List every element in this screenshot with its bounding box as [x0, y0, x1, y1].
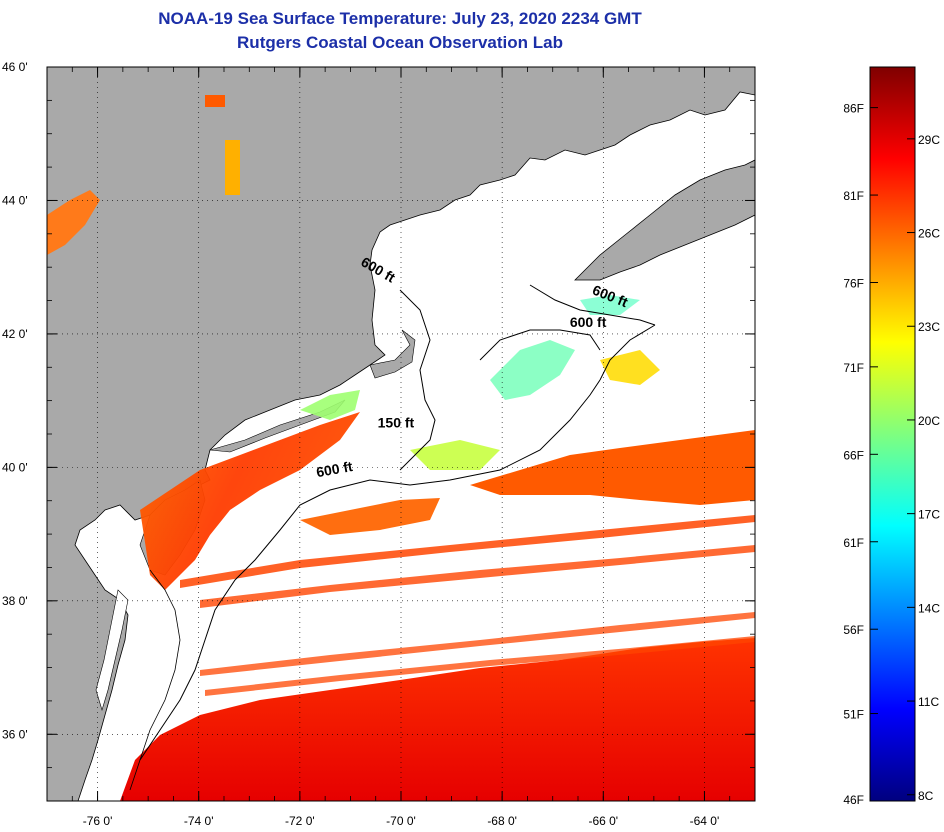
map-title: NOAA-19 Sea Surface Temperature: July 23… [158, 9, 642, 28]
warm-streak [200, 612, 755, 676]
colorbar-celsius-labels: 29C 26C 23C 20C 17C 14C 11C 8C [907, 133, 940, 803]
colorbar-f-label: 71F [843, 361, 864, 375]
coastline [129, 569, 181, 791]
lon-tick-label: -76 0' [83, 814, 113, 828]
graticule [47, 67, 755, 801]
colorbar-f-label: 76F [843, 277, 864, 291]
warm-streak [205, 636, 755, 696]
contour-label: 600 ft [315, 458, 354, 480]
colorbar-c-label: 20C [918, 414, 940, 428]
colorbar-c-label: 17C [918, 508, 940, 522]
cool-patch [300, 390, 360, 420]
lat-tick-label: 36 0' [2, 727, 28, 741]
colorbar-f-label: 66F [843, 448, 864, 462]
cool-patch [410, 440, 500, 470]
map-subtitle: Rutgers Coastal Ocean Observation Lab [237, 33, 563, 52]
colorbar-c-label: 11C [918, 695, 939, 709]
bathymetry-contour [479, 329, 601, 361]
chesapeake-bay [95, 589, 129, 712]
colorbar-gradient [869, 66, 916, 802]
warm-streak [180, 515, 755, 588]
lake-ontario-sst [47, 190, 100, 255]
colorbar-f-label: 51F [843, 708, 864, 722]
colorbar-c-label: 8C [918, 789, 934, 803]
bathymetry-contour [399, 289, 436, 471]
colorbar-c-label: 14C [918, 601, 940, 615]
lon-tick-label: -68 0' [487, 814, 517, 828]
slope-warm-patch [300, 498, 440, 535]
lat-tick-label: 40 0' [2, 460, 28, 474]
lat-tick-label: 42 0' [2, 327, 28, 341]
latitude-axis: 46 0' 44 0' 42 0' 40 0' 38 0' 36 0' [2, 60, 755, 802]
lon-tick-label: -66 0' [588, 814, 618, 828]
cape-cod [369, 329, 416, 379]
map-plot-area [47, 67, 755, 801]
contour-label: 600 ft [570, 314, 607, 330]
lat-tick-label: 46 0' [2, 60, 28, 74]
colorbar-f-label: 46F [843, 793, 864, 807]
lon-tick-label: -74 0' [184, 814, 214, 828]
colorbar-f-label: 81F [843, 189, 864, 203]
inland-lake-patch [225, 140, 240, 195]
gulf-stream-warm [120, 638, 755, 801]
colorbar-f-label: 86F [843, 102, 864, 116]
cool-patch [490, 340, 575, 400]
lon-tick-label: -72 0' [285, 814, 315, 828]
lat-tick-label: 44 0' [2, 193, 28, 207]
cool-patch [580, 295, 640, 315]
colorbar-c-label: 26C [918, 227, 940, 241]
bathymetry-contour [599, 324, 656, 381]
bathymetry-contour [139, 379, 601, 761]
colorbar-f-label: 56F [843, 623, 864, 637]
longitude-axis: -76 0' -74 0' -72 0' -70 0' -68 0' -66 0' -64 … [46, 67, 756, 828]
colorbar-c-label: 29C [918, 133, 940, 147]
warm-streak [200, 545, 755, 608]
colorbar-f-label: 61F [843, 536, 864, 550]
colorbar-fahrenheit-labels: 86F 81F 76F 71F 66F 61F 56F 51F 46F [843, 102, 878, 807]
lat-tick-label: 38 0' [2, 594, 28, 608]
inland-lake-patch [205, 95, 225, 107]
cool-patch [600, 350, 660, 385]
bathymetry-contour [529, 284, 656, 326]
lon-tick-label: -64 0' [690, 814, 720, 828]
nova-scotia [574, 159, 755, 281]
contour-label: 150 ft [378, 414, 415, 430]
shelf-warm-band [140, 412, 360, 590]
lon-tick-label: -70 0' [386, 814, 416, 828]
colorbar-c-label: 23C [918, 320, 940, 334]
